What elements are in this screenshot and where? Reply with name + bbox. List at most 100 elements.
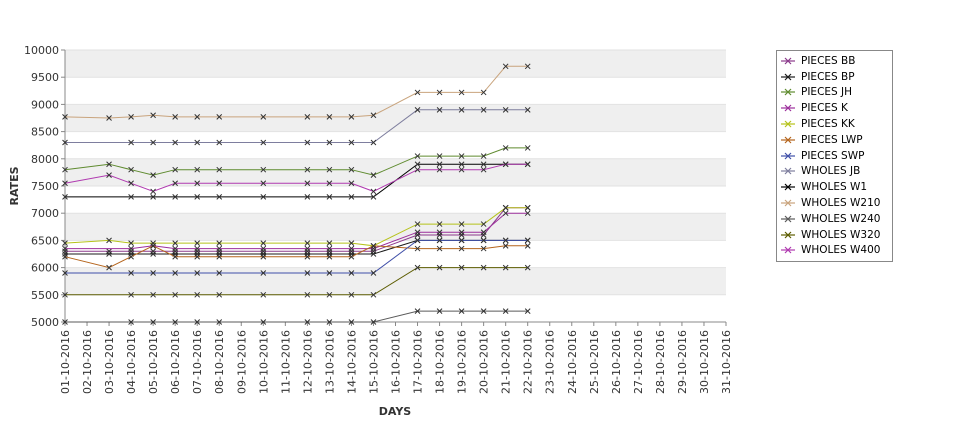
data-point [370,194,377,200]
data-point [194,166,201,173]
data-point [106,251,112,257]
data-point [172,180,179,187]
data-point [326,270,333,276]
data-point [304,166,311,173]
data-point [480,153,487,159]
data-point [414,89,421,96]
legend-item: PIECES K [777,100,892,116]
legend-label: WHOLES W400 [801,244,881,257]
legend-item: PIECES BB [777,53,892,69]
data-point [150,270,156,276]
data-point [172,114,179,120]
data-point [348,139,355,146]
legend-item: PIECES BP [777,69,892,85]
y-tick-label: 6000 [31,262,59,275]
x-tick-label: 15-10-2016 [367,330,380,394]
data-point [370,270,377,276]
data-point [150,291,156,298]
data-point [172,253,179,260]
legend-label: PIECES K [801,102,848,115]
data-point [480,245,487,252]
data-point [436,308,443,314]
series-layer [62,63,531,325]
data-point [436,237,443,244]
legend-label: WHOLES JB [801,165,861,178]
data-point [348,253,355,260]
data-point [62,291,68,298]
y-tick-label: 5000 [31,316,59,329]
data-point [436,161,443,168]
data-point [370,319,377,325]
data-point [370,251,377,257]
legend-label: WHOLES W240 [801,212,881,225]
data-point [502,106,509,113]
data-point [524,161,531,168]
data-point [172,319,179,325]
data-point [128,253,134,260]
data-point [414,106,421,113]
data-point [502,242,509,249]
x-tick-label: 26-10-2016 [610,330,623,394]
legend-marker-icon [781,136,795,144]
data-point [348,114,355,120]
data-point [172,194,179,200]
x-tick-label: 08-10-2016 [213,330,226,394]
plot-band [65,104,726,132]
x-tick-label: 24-10-2016 [566,330,579,394]
data-point [106,172,112,178]
data-point [172,139,179,146]
data-point [480,221,487,227]
data-point [128,291,134,298]
legend-marker-icon [781,152,795,160]
data-point [326,180,333,187]
data-point [216,139,223,146]
data-point [480,161,487,168]
x-tick-label: 31-10-2016 [720,330,733,394]
series-line [65,310,528,323]
series-wholes-jb [62,106,531,146]
x-tick-label: 27-10-2016 [632,330,645,394]
series-wholes-w1 [62,161,531,200]
data-point [458,89,465,96]
legend-label: PIECES BP [801,70,855,83]
data-point [414,245,421,252]
data-point [128,166,134,173]
data-point [150,112,156,119]
data-point [216,114,223,120]
y-tick-label: 9000 [31,98,59,111]
x-tick-label: 06-10-2016 [169,330,182,394]
data-point [458,166,465,173]
x-tick-label: 20-10-2016 [478,330,491,394]
data-point [62,270,68,276]
x-tick-label: 14-10-2016 [345,330,358,394]
data-point [62,319,68,325]
x-tick-label: 09-10-2016 [235,330,248,394]
series-wholes-w320 [62,264,531,298]
y-tick-label: 10000 [24,44,59,57]
data-point [216,245,223,252]
legend-label: PIECES BB [801,54,856,67]
legend-marker-icon [781,168,795,175]
series-pieces-jh [62,145,531,178]
data-point [326,139,333,146]
data-point [260,253,267,260]
y-tick-label: 8000 [31,153,59,166]
data-point [194,291,201,298]
data-point [414,308,421,314]
legend-item: WHOLES JB [777,164,892,180]
data-point [304,319,311,325]
legend-marker-icon [781,73,795,81]
plot-background-bands [65,50,726,295]
data-point [304,240,311,246]
legend-item: WHOLES W240 [777,211,892,227]
legend-item: PIECES JH [777,85,892,101]
data-point [150,188,156,195]
data-point [326,245,333,252]
x-tick-label: 19-10-2016 [456,330,469,394]
data-point [458,153,465,159]
data-point [326,240,333,246]
series-line [64,65,528,119]
data-point [524,106,531,113]
data-point [326,291,333,298]
data-point [128,270,134,276]
